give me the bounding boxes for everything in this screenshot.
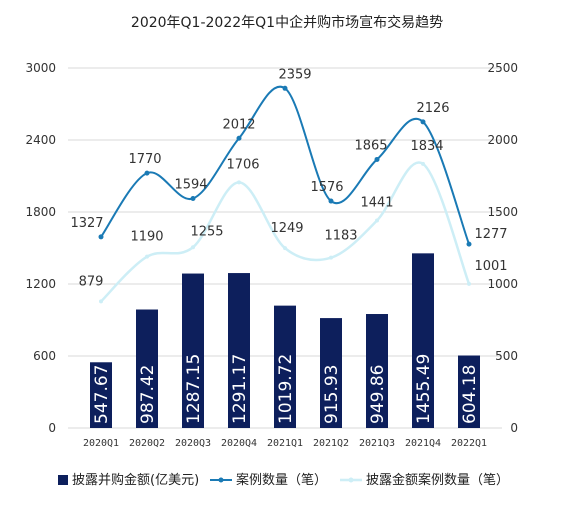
category-label: 2020Q4	[221, 438, 257, 449]
case-count-label: 2126	[416, 101, 449, 116]
disclosed-cases-point	[329, 255, 333, 260]
right-axis-ticks: 0 500 1000 1500 2000 2500	[487, 61, 518, 435]
category-labels: 2020Q1 2020Q2 2020Q3 2020Q4 2021Q1 2021Q2 2021…	[83, 438, 487, 449]
bar-data-label: 915.93	[322, 365, 342, 424]
right-tick-label: 0	[510, 421, 518, 435]
case-count-label: 1865	[354, 138, 387, 153]
left-tick-label: 2400	[25, 133, 56, 147]
bar-data-label: 1019.72	[276, 354, 296, 424]
disclosed-cases-label: 879	[79, 274, 104, 289]
bar	[136, 309, 158, 428]
chart-title: 2020年Q1-2022年Q1中企并购市场宣布交易趋势	[131, 14, 443, 31]
legend-swatch-amount	[58, 475, 68, 485]
bar-data-label: 987.42	[138, 365, 158, 424]
category-label: 2021Q2	[313, 438, 349, 449]
bar-data-label: 547.67	[92, 365, 112, 424]
legend-marker-cases	[218, 477, 224, 483]
right-tick-label: 2500	[487, 61, 518, 75]
right-tick-label: 500	[495, 349, 518, 363]
bar	[90, 362, 112, 428]
disclosed-cases-label: 1255	[190, 224, 223, 239]
disclosed-cases-point	[375, 218, 379, 223]
disclosed-cases-point	[283, 246, 287, 251]
line-series: 1327 1770 1594 2012 2359 1576 1865 2126 1277 879 1…	[70, 67, 508, 304]
bar	[320, 318, 342, 428]
disclosed-cases-point	[145, 254, 149, 259]
legend-marker-disclosed	[348, 477, 354, 483]
category-label: 2021Q3	[359, 438, 395, 449]
case-count-point	[98, 234, 104, 240]
bar-data-label: 949.86	[368, 365, 388, 424]
bar-data-label: 1287.15	[184, 354, 204, 424]
category-label: 2020Q2	[129, 438, 165, 449]
right-tick-label: 1000	[487, 277, 518, 291]
left-tick-label: 0	[48, 421, 56, 435]
case-count-label: 2359	[278, 67, 311, 82]
case-count-point	[144, 170, 150, 176]
bar	[366, 314, 388, 428]
case-count-label: 2012	[222, 117, 255, 132]
case-count-point	[328, 198, 334, 204]
line-case-count	[100, 85, 470, 245]
legend-label-cases: 案例数量（笔）	[236, 472, 327, 488]
category-label: 2022Q1	[451, 438, 487, 449]
bar	[412, 253, 434, 428]
case-count-label: 1770	[128, 152, 161, 167]
case-count-point	[282, 85, 288, 91]
left-axis-ticks: 0 600 1200 1800 2400 3000	[25, 61, 56, 435]
right-tick-label: 1500	[487, 205, 518, 219]
left-tick-label: 1200	[25, 277, 56, 291]
bar	[228, 273, 250, 428]
left-tick-label: 600	[33, 349, 56, 363]
case-count-point	[466, 241, 472, 247]
disclosed-cases-point	[191, 245, 195, 250]
case-count-point	[236, 135, 242, 141]
category-label: 2021Q4	[405, 438, 441, 449]
case-count-label: 1576	[310, 180, 343, 195]
disclosed-cases-point	[237, 180, 241, 185]
bar-data-label: 604.18	[460, 365, 480, 424]
disclosed-cases-label: 1183	[324, 229, 357, 244]
bar	[458, 355, 480, 428]
bar-data-label: 1455.49	[414, 354, 434, 424]
disclosed-cases-label: 1190	[130, 230, 163, 245]
disclosed-cases-label: 1834	[410, 139, 443, 154]
disclosed-cases-label: 1001	[474, 259, 507, 274]
bar	[182, 273, 204, 428]
bar	[274, 305, 296, 428]
case-count-label: 1327	[70, 216, 103, 231]
bar-data-label: 1291.17	[230, 354, 250, 424]
disclosed-cases-point	[467, 281, 471, 286]
disclosed-cases-point	[99, 299, 103, 304]
bar-series: 547.67 987.42 1287.15 1291.17 1019.72 915.93 9…	[90, 253, 480, 428]
left-tick-label: 1800	[25, 205, 56, 219]
disclosed-cases-point	[421, 161, 425, 166]
disclosed-cases-label: 1441	[360, 195, 393, 210]
left-tick-label: 3000	[25, 61, 56, 75]
right-tick-label: 2000	[487, 133, 518, 147]
category-label: 2021Q1	[267, 438, 303, 449]
disclosed-cases-label: 1249	[270, 221, 303, 236]
case-count-label: 1594	[174, 177, 207, 192]
legend-label-disclosed: 披露金额案例数量（笔）	[366, 472, 509, 488]
legend: 披露并购金额(亿美元) 案例数量（笔） 披露金额案例数量（笔）	[58, 472, 509, 488]
category-label: 2020Q3	[175, 438, 211, 449]
case-count-point	[190, 195, 196, 201]
case-count-point	[420, 119, 426, 125]
disclosed-cases-label: 1706	[226, 157, 259, 172]
legend-label-amount: 披露并购金额(亿美元)	[72, 472, 199, 488]
case-count-point	[374, 156, 380, 162]
category-label: 2020Q1	[83, 438, 119, 449]
case-count-label: 1277	[474, 227, 507, 242]
